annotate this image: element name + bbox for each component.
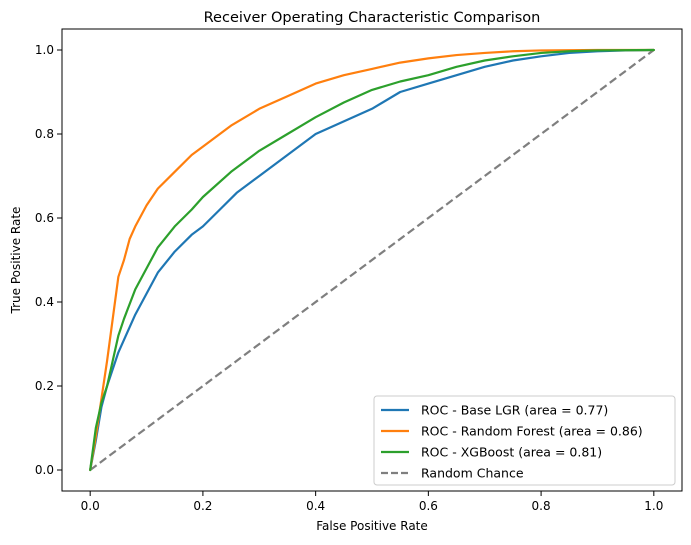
x-axis-title: False Positive Rate xyxy=(316,519,428,533)
x-tick-label: 0.4 xyxy=(306,499,325,513)
y-tick-label: 0.8 xyxy=(35,127,54,141)
x-tick-label: 0.6 xyxy=(419,499,438,513)
legend: ROC - Base LGR (area = 0.77) ROC - Random… xyxy=(373,395,676,486)
x-tick-label: 1.0 xyxy=(644,499,663,513)
chart-title: Receiver Operating Characteristic Compar… xyxy=(204,10,541,26)
y-tick-label: 0.4 xyxy=(35,295,54,309)
plot-frame xyxy=(61,28,683,492)
series-layer xyxy=(89,48,655,472)
x-axis-ticks: 0.0 0.2 0.4 0.6 0.8 1.0 xyxy=(81,491,663,513)
x-tick-label: 0.0 xyxy=(81,499,100,513)
legend-label: ROC - Base LGR (area = 0.77) xyxy=(421,403,608,418)
y-tick-label: 0.2 xyxy=(35,379,54,393)
legend-label: ROC - Random Forest (area = 0.86) xyxy=(421,424,643,439)
series-line-1 xyxy=(89,48,655,472)
y-axis-ticks: 0.0 0.2 0.4 0.6 0.8 1.0 xyxy=(35,43,62,477)
y-tick-label: 0.6 xyxy=(35,211,54,225)
series-line-3 xyxy=(89,48,655,472)
plot-area xyxy=(61,28,683,492)
x-tick-label: 0.8 xyxy=(532,499,551,513)
y-axis-title: True Positive Rate xyxy=(9,207,23,315)
series-line-4 xyxy=(89,49,655,471)
series-line-2 xyxy=(89,48,655,472)
legend-label: ROC - XGBoost (area = 0.81) xyxy=(421,445,602,460)
x-tick-label: 0.2 xyxy=(193,499,212,513)
y-tick-label: 1.0 xyxy=(35,43,54,57)
legend-label: Random Chance xyxy=(421,466,524,481)
legend-box xyxy=(373,395,676,486)
y-tick-label: 0.0 xyxy=(35,463,54,477)
